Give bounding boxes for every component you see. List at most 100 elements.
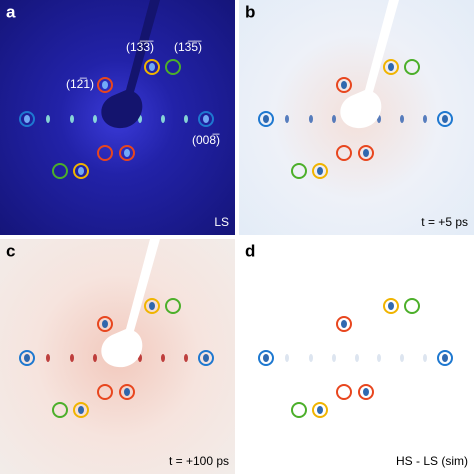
bragg-peak <box>149 63 155 71</box>
highlight-ring <box>404 298 420 314</box>
bragg-peak <box>203 354 209 362</box>
diffraction-spot <box>423 115 427 123</box>
highlight-ring <box>358 145 374 161</box>
bragg-peak <box>124 388 130 396</box>
bragg-peak <box>263 115 269 123</box>
highlight-ring <box>358 384 374 400</box>
bragg-peak <box>78 167 84 175</box>
bragg-peak <box>78 406 84 414</box>
bragg-peak <box>341 320 347 328</box>
highlight-ring <box>97 316 113 332</box>
highlight-ring <box>336 316 352 332</box>
diffraction-spot <box>309 354 313 362</box>
panel: b t = +5 ps <box>239 0 474 235</box>
bragg-peak <box>102 81 108 89</box>
diffraction-spot <box>184 354 188 362</box>
panel: a LS (13̅3̅) (13̅5̅) (12̅1) (008̅) <box>0 0 235 235</box>
diffraction-spot <box>423 354 427 362</box>
bragg-peak <box>388 302 394 310</box>
bragg-peak <box>317 167 323 175</box>
diffraction-spot <box>93 115 97 123</box>
highlight-ring <box>291 163 307 179</box>
highlight-ring <box>73 163 89 179</box>
highlight-ring <box>52 163 68 179</box>
highlight-ring <box>383 298 399 314</box>
highlight-ring <box>198 350 214 366</box>
bragg-peak <box>341 81 347 89</box>
diffraction-spot <box>46 354 50 362</box>
diffraction-spot <box>332 354 336 362</box>
highlight-ring <box>258 350 274 366</box>
diffraction-spot <box>184 115 188 123</box>
highlight-ring <box>165 59 181 75</box>
highlight-ring <box>97 77 113 93</box>
bragg-peak <box>124 149 130 157</box>
highlight-ring <box>404 59 420 75</box>
panel-letter: d <box>245 241 255 260</box>
highlight-ring <box>73 402 89 418</box>
highlight-ring <box>291 402 307 418</box>
bragg-peak <box>442 354 448 362</box>
highlight-ring <box>383 59 399 75</box>
bragg-peak <box>388 63 394 71</box>
bragg-peak <box>363 149 369 157</box>
highlight-ring <box>336 145 352 161</box>
diffraction-spot <box>400 115 404 123</box>
panel: c t = +100 ps <box>0 239 235 474</box>
beam-stop <box>340 0 399 129</box>
highlight-ring <box>165 298 181 314</box>
diffraction-spot <box>161 354 165 362</box>
diffraction-spot <box>93 354 97 362</box>
panel-letter: a <box>6 2 16 21</box>
highlight-ring <box>19 350 35 366</box>
bragg-peak <box>24 354 30 362</box>
bragg-peak <box>149 302 155 310</box>
highlight-ring <box>144 59 160 75</box>
highlight-ring <box>119 145 135 161</box>
diffraction-spot <box>285 115 289 123</box>
panel-caption: LS <box>214 215 229 229</box>
highlight-ring <box>312 163 328 179</box>
panel-caption: t = +100 ps <box>169 454 229 468</box>
diffraction-spot <box>355 354 359 362</box>
highlight-ring <box>119 384 135 400</box>
highlight-ring <box>144 298 160 314</box>
highlight-ring <box>336 77 352 93</box>
bragg-peak <box>363 388 369 396</box>
highlight-ring <box>97 384 113 400</box>
diffraction-spot <box>285 354 289 362</box>
highlight-ring <box>198 111 214 127</box>
bragg-peak <box>203 115 209 123</box>
miller-index: (12̅1) <box>66 77 94 91</box>
panel-letter: b <box>245 2 255 21</box>
bragg-peak <box>442 115 448 123</box>
panel-caption: HS - LS (sim) <box>396 454 468 468</box>
diffraction-spot <box>70 115 74 123</box>
diffraction-spot <box>70 354 74 362</box>
highlight-ring <box>258 111 274 127</box>
miller-index: (13̅5̅) <box>174 40 202 54</box>
bragg-peak <box>102 320 108 328</box>
diffraction-spot <box>400 354 404 362</box>
miller-index: (008̅) <box>192 133 220 147</box>
bragg-peak <box>24 115 30 123</box>
panel-caption: t = +5 ps <box>421 215 468 229</box>
beam-stop <box>101 239 160 368</box>
bragg-peak <box>263 354 269 362</box>
diffraction-spot <box>377 354 381 362</box>
panel: d HS - LS (sim) <box>239 239 474 474</box>
diffraction-spot <box>46 115 50 123</box>
highlight-ring <box>19 111 35 127</box>
highlight-ring <box>97 145 113 161</box>
diffraction-spot <box>332 115 336 123</box>
highlight-ring <box>52 402 68 418</box>
diffraction-spot <box>161 115 165 123</box>
highlight-ring <box>336 384 352 400</box>
highlight-ring <box>312 402 328 418</box>
panel-letter: c <box>6 241 15 260</box>
miller-index: (13̅3̅) <box>126 40 154 54</box>
highlight-ring <box>437 350 453 366</box>
beam-stop <box>101 0 160 129</box>
